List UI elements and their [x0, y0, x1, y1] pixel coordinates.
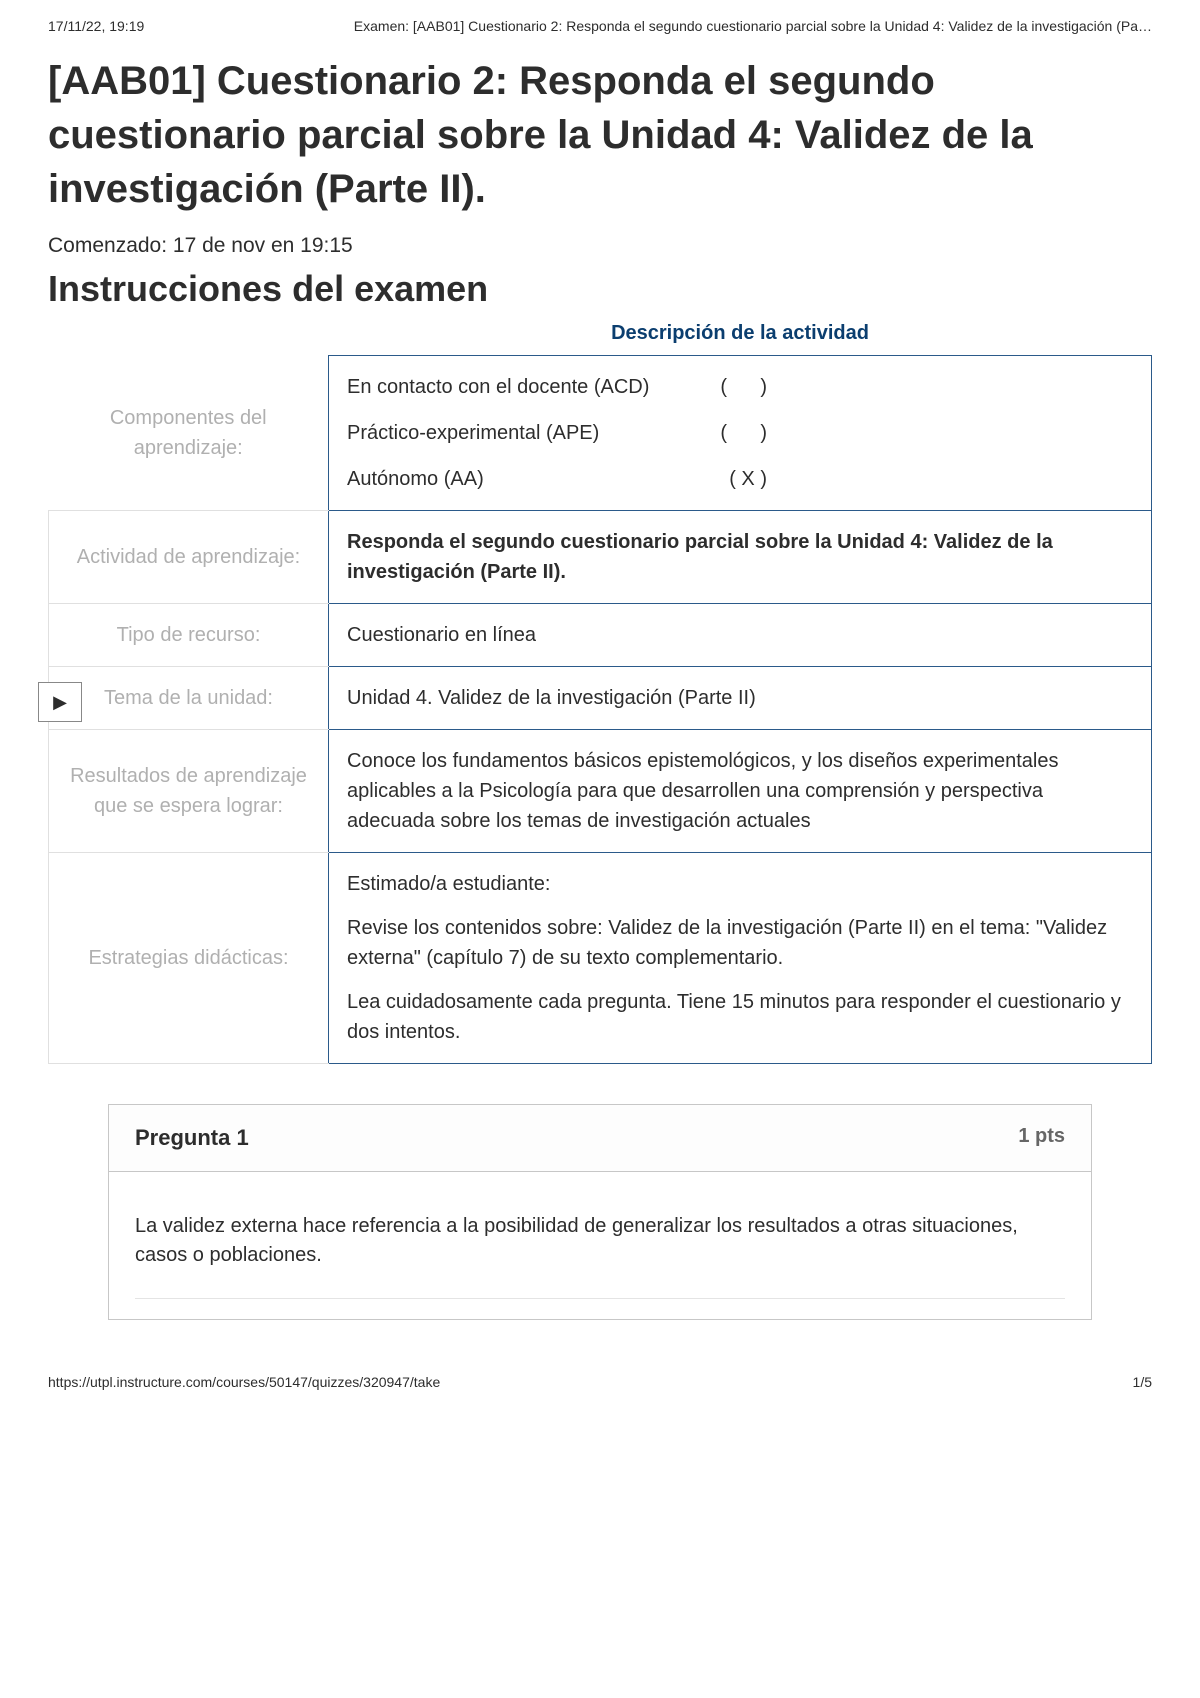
strategy-paragraph: Lea cuidadosamente cada pregunta. Tiene … [347, 987, 1133, 1047]
component-name: Autónomo (AA) [347, 464, 484, 494]
component-name: En contacto con el docente (ACD) [347, 372, 649, 402]
table-row: Tipo de recurso: Cuestionario en línea [49, 604, 1152, 667]
table-row: Tema de la unidad: Unidad 4. Validez de … [49, 667, 1152, 730]
component-name: Práctico-experimental (APE) [347, 418, 599, 448]
row-value: Unidad 4. Validez de la investigación (P… [329, 667, 1152, 730]
question-divider [135, 1298, 1065, 1299]
row-value: Cuestionario en línea [329, 604, 1152, 667]
row-value: Estimado/a estudiante: Revise los conten… [329, 853, 1152, 1064]
table-row: Resultados de aprendizaje que se espera … [49, 730, 1152, 853]
row-label: Tema de la unidad: [49, 667, 329, 730]
print-header: 17/11/22, 19:19 Examen: [AAB01] Cuestion… [48, 18, 1152, 34]
started-text: Comenzado: 17 de nov en 19:15 [48, 234, 1152, 258]
footer-page-number: 1/5 [1133, 1374, 1152, 1390]
row-value: Responda el segundo cuestionario parcial… [329, 511, 1152, 604]
instructions-heading: Instrucciones del examen [48, 268, 1152, 310]
activity-info-table: Componentes del aprendizaje: En contacto… [48, 355, 1152, 1064]
page-title: [AAB01] Cuestionario 2: Responda el segu… [48, 54, 1152, 216]
table-row: Estrategias didácticas: Estimado/a estud… [49, 853, 1152, 1064]
question-header: Pregunta 1 1 pts [109, 1105, 1091, 1172]
row-value: En contacto con el docente (ACD) ( ) Prá… [329, 356, 1152, 511]
print-datetime: 17/11/22, 19:19 [48, 18, 144, 34]
question-card: Pregunta 1 1 pts La validez externa hace… [108, 1104, 1092, 1320]
table-row: Actividad de aprendizaje: Responda el se… [49, 511, 1152, 604]
print-footer: https://utpl.instructure.com/courses/501… [0, 1344, 1200, 1390]
component-mark: ( ) [720, 372, 767, 402]
component-item: Autónomo (AA) ( X ) [347, 464, 767, 494]
activity-description-title: Descripción de la actividad [48, 322, 1152, 345]
row-value: Conoce los fundamentos básicos epistemol… [329, 730, 1152, 853]
question-body: La validez externa hace referencia a la … [109, 1172, 1091, 1319]
chevron-right-icon: ▶ [53, 692, 67, 713]
strategy-paragraph: Revise los contenidos sobre: Validez de … [347, 913, 1133, 973]
footer-url: https://utpl.instructure.com/courses/501… [48, 1374, 440, 1390]
page-container: 17/11/22, 19:19 Examen: [AAB01] Cuestion… [0, 0, 1200, 1344]
question-points: 1 pts [1018, 1125, 1065, 1151]
print-title: Examen: [AAB01] Cuestionario 2: Responda… [354, 18, 1152, 34]
row-label: Resultados de aprendizaje que se espera … [49, 730, 329, 853]
row-label: Tipo de recurso: [49, 604, 329, 667]
row-label: Estrategias didácticas: [49, 853, 329, 1064]
components-list: En contacto con el docente (ACD) ( ) Prá… [347, 372, 1133, 494]
component-mark: ( ) [720, 418, 767, 448]
expand-sidebar-button[interactable]: ▶ [38, 682, 82, 722]
question-text: La validez externa hace referencia a la … [135, 1212, 1065, 1270]
question-title: Pregunta 1 [135, 1125, 249, 1151]
component-item: En contacto con el docente (ACD) ( ) [347, 372, 767, 402]
component-mark: ( X ) [729, 464, 767, 494]
component-item: Práctico-experimental (APE) ( ) [347, 418, 767, 448]
row-label: Componentes del aprendizaje: [49, 356, 329, 511]
row-label: Actividad de aprendizaje: [49, 511, 329, 604]
table-row: Componentes del aprendizaje: En contacto… [49, 356, 1152, 511]
strategy-paragraph: Estimado/a estudiante: [347, 869, 1133, 899]
